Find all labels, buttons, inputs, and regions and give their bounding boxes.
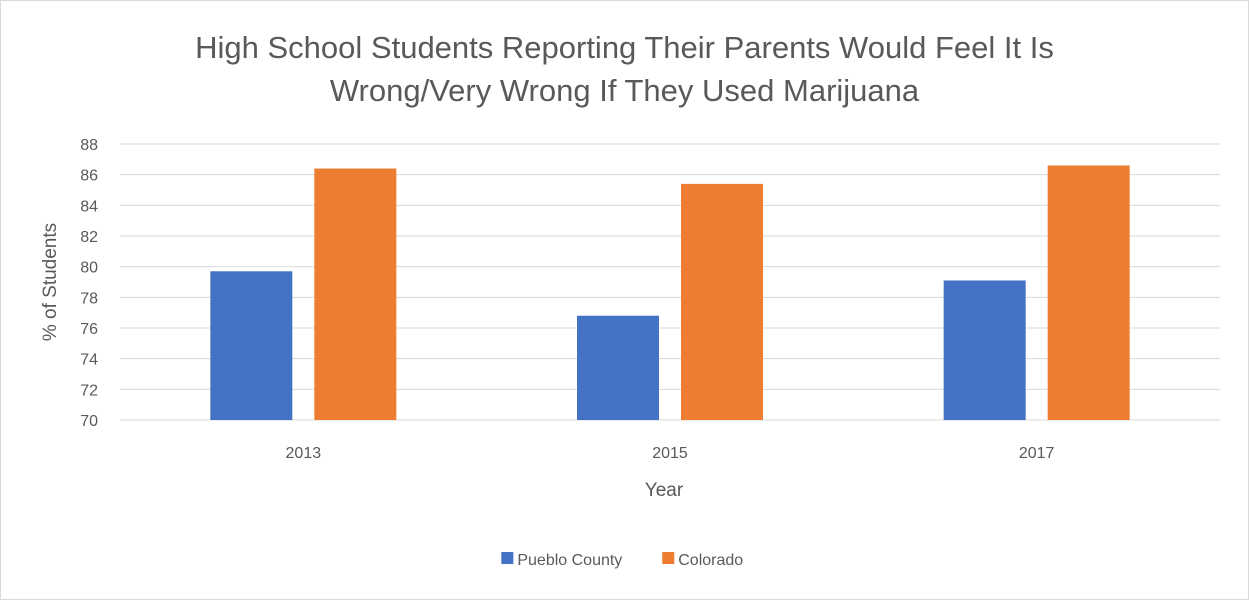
bar-colorado-2013: [314, 168, 397, 420]
y-axis-label: % of Students: [40, 223, 61, 341]
y-tick-label: 80: [80, 260, 98, 277]
bar-colorado-2017: [1047, 165, 1130, 420]
bar-pueblo-county-2015: [577, 315, 659, 420]
x-tick-label: 2013: [286, 445, 322, 462]
y-tick-label: 86: [80, 168, 98, 185]
chart-title-line-2: Wrong/Very Wrong If They Used Marijuana: [329, 73, 920, 108]
gridlines: [120, 143, 1220, 421]
bar-colorado-2015: [681, 183, 763, 420]
x-axis-ticks: 2013 2015 2017: [286, 445, 1055, 462]
y-tick-label: 84: [80, 198, 98, 215]
y-tick-label: 88: [80, 137, 98, 154]
bar-pueblo-county-2017: [943, 280, 1026, 420]
y-axis-ticks: 70 72 74 76 78 80 82 84 86 88: [80, 137, 98, 430]
legend-swatch: [662, 552, 675, 564]
y-tick-label: 72: [80, 382, 98, 399]
chart-title-line-1: High School Students Reporting Their Par…: [195, 30, 1054, 65]
y-tick-label: 76: [80, 321, 98, 338]
y-tick-label: 70: [80, 413, 98, 430]
legend-swatch: [501, 552, 514, 564]
x-tick-label: 2015: [652, 445, 688, 462]
y-tick-label: 78: [80, 290, 98, 307]
y-tick-label: 82: [80, 229, 98, 246]
x-axis-label: Year: [645, 480, 684, 501]
bar-pueblo-county-2013: [210, 271, 293, 420]
x-tick-label: 2017: [1019, 445, 1055, 462]
legend: Pueblo County Colorado: [501, 552, 743, 569]
legend-label: Colorado: [678, 552, 743, 569]
bars: [210, 165, 1130, 420]
legend-label: Pueblo County: [517, 552, 622, 569]
chart-title: High School Students Reporting Their Par…: [0, 26, 1249, 112]
y-tick-label: 74: [80, 352, 98, 369]
